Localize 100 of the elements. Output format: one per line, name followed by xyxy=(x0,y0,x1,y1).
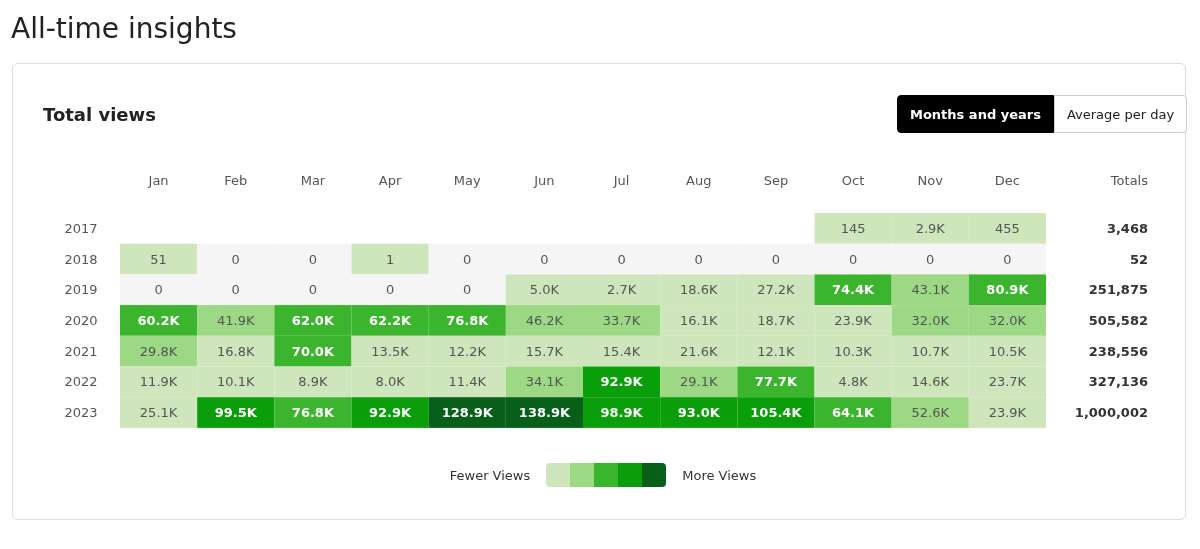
data-label: 0 xyxy=(231,251,240,267)
data-label: 12.1K xyxy=(757,343,796,359)
y2-tick-label: 52 xyxy=(1129,251,1148,267)
y2-tick-label: 3,468 xyxy=(1106,220,1148,236)
y2-axis-title: Totals xyxy=(1110,173,1148,188)
data-label: 60.2K xyxy=(137,312,181,328)
chart-subtitle: Total views xyxy=(43,104,156,125)
y2-tick-label: 251,875 xyxy=(1088,282,1148,298)
data-label: 13.5K xyxy=(371,343,410,359)
x-tick-label: Feb xyxy=(224,173,248,188)
data-label: 138.9K xyxy=(518,405,571,421)
data-label: 32.0K xyxy=(911,312,950,328)
data-label: 4.8K xyxy=(838,374,869,390)
data-label: 76.8K xyxy=(291,405,335,421)
data-label: 5.0K xyxy=(529,282,560,298)
data-label: 12.2K xyxy=(448,343,487,359)
y-tick-label: 2020 xyxy=(64,312,98,328)
x-tick-label: Sep xyxy=(763,173,789,188)
x-tick-label: Jun xyxy=(533,173,555,188)
data-label: 25.1K xyxy=(139,405,178,421)
data-label: 15.4K xyxy=(602,343,641,359)
text: Fewer Views xyxy=(449,467,531,483)
data-label: 43.1K xyxy=(911,282,950,298)
data-label: 128.9K xyxy=(441,405,494,421)
data-label: 16.8K xyxy=(217,343,255,359)
data-label: 32.0K xyxy=(988,312,1027,328)
data-label: 0 xyxy=(308,251,318,267)
y-tick-label: 2021 xyxy=(64,343,98,359)
data-label: 93.0K xyxy=(677,405,721,421)
data-label: 2.9K xyxy=(915,220,946,236)
data-label: 33.7K xyxy=(602,312,641,328)
data-label: 76.8K xyxy=(446,312,490,328)
data-label: 62.0K xyxy=(291,312,335,328)
data-label: 0 xyxy=(308,282,318,298)
data-label: 34.1K xyxy=(525,374,564,390)
data-label: 10.7K xyxy=(911,343,950,359)
data-label: 8.9K xyxy=(298,374,328,390)
data-label: 29.8K xyxy=(139,343,178,359)
x-tick-label: Jul xyxy=(612,173,630,188)
y2-tick-label: 327,136 xyxy=(1088,374,1148,390)
data-label: 52.6K xyxy=(911,405,950,421)
data-label: 0 xyxy=(771,251,781,267)
data-label: 105.4K xyxy=(750,405,803,421)
data-label: 0 xyxy=(463,282,472,298)
y-tick-label: 2017 xyxy=(64,220,98,236)
data-label: 51 xyxy=(150,251,167,267)
data-label: 145 xyxy=(840,220,866,236)
data-label: 0 xyxy=(231,282,240,298)
data-label: 64.1K xyxy=(832,405,876,421)
data-label: 0 xyxy=(1003,251,1012,267)
y2-tick-label: 505,582 xyxy=(1088,312,1148,328)
data-label: 80.9K xyxy=(986,282,1030,298)
data-label: 14.6K xyxy=(911,374,950,390)
x-tick-label: Apr xyxy=(378,173,402,188)
y-tick-label: 2019 xyxy=(64,282,98,298)
data-label: 92.9K xyxy=(369,405,413,421)
data-label: 0 xyxy=(848,251,858,267)
data-label: 99.5K xyxy=(214,405,258,421)
data-label: 41.9K xyxy=(217,312,255,328)
data-label: 29.1K xyxy=(680,374,718,390)
data-label: 10.5K xyxy=(988,343,1027,359)
data-label: 70.0K xyxy=(291,343,335,359)
x-tick-label: Nov xyxy=(917,173,944,188)
data-label: 0 xyxy=(385,282,395,298)
y2-tick-label: 1,000,002 xyxy=(1074,405,1148,421)
toggle-button[interactable]: Average per day xyxy=(1053,95,1188,133)
y2-tick-label: 238,556 xyxy=(1088,343,1148,359)
data-label: 74.4K xyxy=(832,282,876,298)
data-label: 2.7K xyxy=(607,282,637,298)
data-label: 23.9K xyxy=(834,312,873,328)
x-tick-label: Jan xyxy=(147,173,169,188)
data-label: 23.9K xyxy=(988,405,1027,421)
data-label: 77.7K xyxy=(754,374,798,390)
y-tick-label: 2018 xyxy=(64,251,98,267)
data-label: 10.1K xyxy=(217,374,255,390)
data-label: 62.2K xyxy=(369,312,413,328)
data-label: 11.4K xyxy=(448,374,487,390)
x-tick-label: Mar xyxy=(300,173,326,188)
data-label: 92.9K xyxy=(600,374,644,390)
data-label: 0 xyxy=(926,251,935,267)
data-label: 10.3K xyxy=(834,343,873,359)
data-label: 0 xyxy=(540,251,549,267)
y-tick-label: 2023 xyxy=(64,405,98,421)
x-tick-label: Dec xyxy=(994,173,1020,188)
x-tick-label: Aug xyxy=(686,173,712,188)
toggle-button[interactable]: Months and years xyxy=(897,95,1054,133)
data-label: 1 xyxy=(385,251,395,267)
data-label: 0 xyxy=(154,282,163,298)
data-label: 18.7K xyxy=(757,312,796,328)
text: More Views xyxy=(682,467,757,483)
data-label: 27.2K xyxy=(757,282,796,298)
data-label: 455 xyxy=(995,220,1020,236)
data-label: 18.6K xyxy=(680,282,718,298)
data-label: 23.7K xyxy=(988,374,1027,390)
x-tick-label: May xyxy=(453,173,481,188)
data-label: 0 xyxy=(694,251,703,267)
data-label: 21.6K xyxy=(680,343,718,359)
data-label: 0 xyxy=(617,251,626,267)
data-label: 46.2K xyxy=(525,312,564,328)
data-label: 16.1K xyxy=(680,312,718,328)
